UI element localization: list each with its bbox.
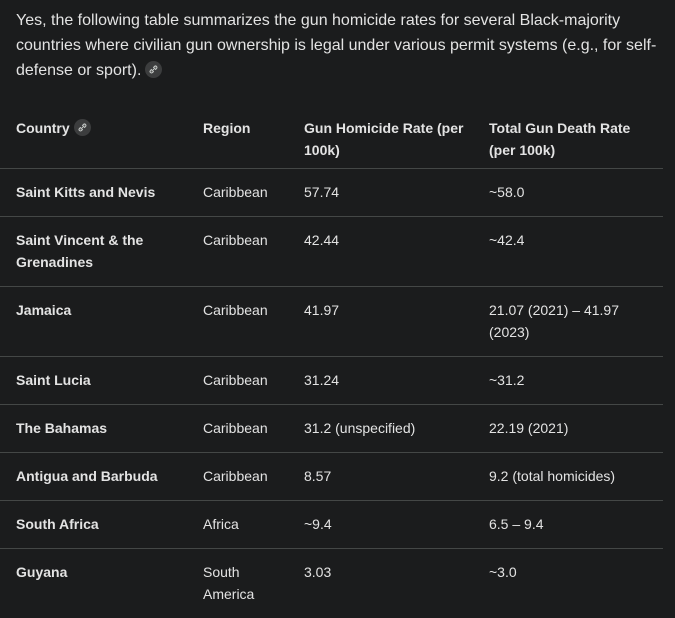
header-text: Total Gun Death Rate (per 100k) bbox=[489, 120, 630, 158]
header-row: Country Region Gun Homicide Rate (per 100k… bbox=[0, 105, 663, 169]
table-cell: Saint Lucia bbox=[0, 357, 195, 405]
table-cell: Jamaica bbox=[0, 287, 195, 357]
header-cell: Total Gun Death Rate (per 100k) bbox=[481, 105, 663, 169]
table-cell: Caribbean bbox=[195, 453, 296, 501]
table-cell: Antigua and Barbuda bbox=[0, 453, 195, 501]
table-cell: Caribbean bbox=[195, 405, 296, 453]
header-text: Region bbox=[203, 120, 250, 136]
data-table: Country Region Gun Homicide Rate (per 100k… bbox=[0, 105, 663, 618]
table-cell: 9.2 (total homicides) bbox=[481, 453, 663, 501]
table-cell: ~9.4 bbox=[296, 501, 481, 549]
page: {"intro": "Yes, the following table summ… bbox=[0, 8, 675, 603]
header-cell: Country bbox=[0, 105, 195, 169]
table-cell: 31.2 (unspecified) bbox=[296, 405, 481, 453]
source-link-icon[interactable] bbox=[145, 61, 162, 78]
table-cell: The Bahamas bbox=[0, 405, 195, 453]
header-text: Country bbox=[16, 120, 70, 136]
source-link-icon[interactable] bbox=[74, 119, 91, 136]
table-cell: 41.97 bbox=[296, 287, 481, 357]
table-cell: ~3.0 bbox=[481, 549, 663, 618]
table-cell: 8.57 bbox=[296, 453, 481, 501]
table-cell: Caribbean bbox=[195, 169, 296, 217]
table-cell: 6.5 – 9.4 bbox=[481, 501, 663, 549]
table-cell: Saint Kitts and Nevis bbox=[0, 169, 195, 217]
header-cell: Gun Homicide Rate (per 100k) bbox=[296, 105, 481, 169]
table-cell: 21.07 (2021) – 41.97 (2023) bbox=[481, 287, 663, 357]
header-cell: Region bbox=[195, 105, 296, 169]
table-cell: Guyana bbox=[0, 549, 195, 618]
table-cell: South America bbox=[195, 549, 296, 618]
table-cell: 3.03 bbox=[296, 549, 481, 618]
header-text: Gun Homicide Rate (per 100k) bbox=[304, 120, 463, 158]
table-cell: 31.24 bbox=[296, 357, 481, 405]
table-cell: Africa bbox=[195, 501, 296, 549]
table-cell: 57.74 bbox=[296, 169, 481, 217]
table-cell: Saint Vincent & the Grenadines bbox=[0, 217, 195, 287]
table-cell: Caribbean bbox=[195, 287, 296, 357]
intro-text: Yes, the following table summarizes the … bbox=[16, 12, 656, 79]
table-cell: ~58.0 bbox=[481, 169, 663, 217]
table-cell: 22.19 (2021) bbox=[481, 405, 663, 453]
table-cell: Caribbean bbox=[195, 217, 296, 287]
table-cell: South Africa bbox=[0, 501, 195, 549]
table-cell: 42.44 bbox=[296, 217, 481, 287]
table-cell: ~42.4 bbox=[481, 217, 663, 287]
intro-paragraph: Yes, the following table summarizes the … bbox=[0, 8, 675, 83]
table-cell: ~31.2 bbox=[481, 357, 663, 405]
table-cell: Caribbean bbox=[195, 357, 296, 405]
